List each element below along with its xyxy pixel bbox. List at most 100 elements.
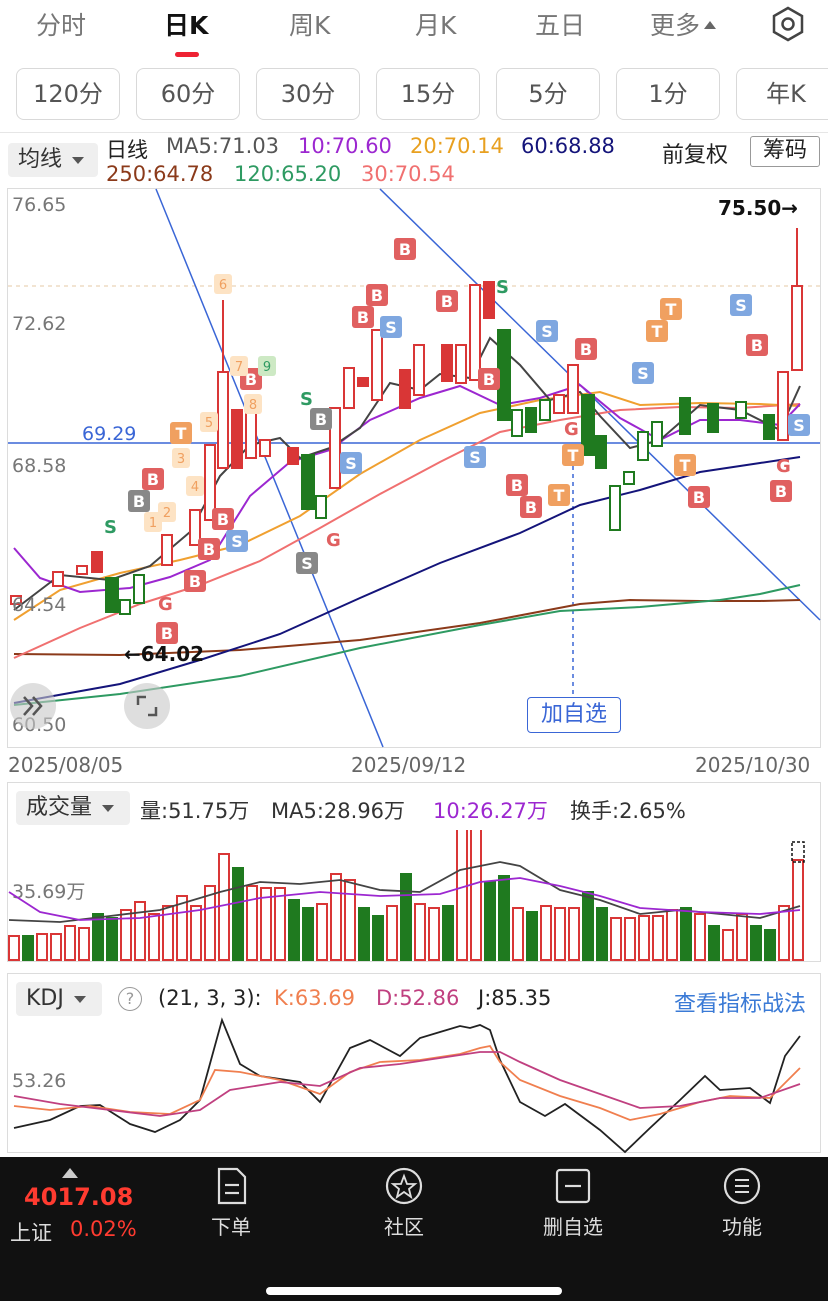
price-chart-frame[interactable] bbox=[7, 188, 821, 748]
volume-ma10: 10:26.27万 bbox=[433, 799, 548, 823]
ma-dropdown[interactable]: 均线 bbox=[8, 143, 98, 177]
chip-5min[interactable]: 5分 bbox=[496, 68, 600, 120]
double-chevron-icon bbox=[23, 696, 43, 716]
index-name: 上证 bbox=[10, 1221, 52, 1245]
svg-text:S: S bbox=[541, 322, 553, 341]
kdj-d-value: D:52.86 bbox=[376, 986, 460, 1010]
chip-1min[interactable]: 1分 bbox=[616, 68, 720, 120]
buy-badge bbox=[394, 238, 416, 260]
community-star-icon bbox=[385, 1167, 423, 1205]
date-mid: 2025/09/12 bbox=[351, 753, 467, 777]
price-axis-mid2: 68.58 bbox=[12, 455, 67, 477]
trend-line-2 bbox=[379, 188, 821, 621]
t-badge bbox=[646, 320, 668, 342]
chevron-down-icon bbox=[72, 156, 85, 164]
price-axis-low: 64.54 bbox=[12, 594, 67, 616]
sell-badge bbox=[730, 294, 752, 316]
volume-ma5: MA5:28.96万 bbox=[271, 799, 406, 823]
caret-up-icon bbox=[704, 21, 717, 29]
price-chart: B B B S B B S B S B B T T S T T S B T B … bbox=[8, 188, 821, 748]
svg-text:B: B bbox=[133, 492, 145, 511]
order-doc-icon bbox=[217, 1167, 247, 1205]
tab-weekly-k[interactable]: 周K bbox=[289, 11, 331, 40]
nav-functions-label: 功能 bbox=[722, 1215, 762, 1239]
tab-daily-k[interactable]: 日K bbox=[164, 11, 209, 40]
svg-text:B: B bbox=[751, 336, 763, 355]
candles bbox=[10, 228, 803, 615]
indicator-strategy-link[interactable]: 查看指标战法 bbox=[674, 992, 807, 1017]
t-badge bbox=[548, 484, 570, 506]
s-badge-gray bbox=[296, 552, 318, 574]
svg-text:S: S bbox=[793, 416, 805, 435]
tab-five-day[interactable]: 五日 bbox=[535, 11, 586, 40]
volume-dropdown-label: 成交量 bbox=[26, 795, 93, 820]
buy-badge bbox=[142, 468, 164, 490]
nav-place-order[interactable]: 下单 bbox=[176, 1167, 286, 1240]
fullscreen-icon bbox=[136, 695, 158, 717]
tab-monthly-k[interactable]: 月K bbox=[415, 11, 457, 40]
chip-distribution-button[interactable]: 筹码 bbox=[750, 136, 820, 167]
svg-text:G: G bbox=[564, 419, 579, 440]
support-line-label: 69.29 bbox=[82, 423, 137, 445]
chip-15min[interactable]: 15分 bbox=[376, 68, 480, 120]
svg-text:S: S bbox=[300, 389, 313, 410]
svg-text:B: B bbox=[147, 470, 159, 489]
svg-text:S: S bbox=[301, 554, 313, 573]
settings-icon[interactable] bbox=[768, 4, 808, 44]
svg-text:T: T bbox=[680, 456, 691, 475]
chip-yearly-k[interactable]: 年K bbox=[736, 68, 828, 120]
kdj-chart-frame[interactable] bbox=[7, 973, 821, 1153]
count-badges: 6 7 8 9 5 4 3 2 1 bbox=[144, 274, 276, 532]
high-price-marker: 75.50→ bbox=[718, 196, 799, 220]
chevron-down-icon bbox=[73, 995, 86, 1003]
kdj-axis-label: 53.26 bbox=[12, 1070, 67, 1092]
kdj-j-line bbox=[13, 1017, 801, 1154]
turnover-rate: 换手:2.65% bbox=[570, 799, 686, 823]
active-tab-indicator bbox=[175, 52, 199, 57]
svg-text:T: T bbox=[652, 322, 663, 341]
fullscreen-button[interactable] bbox=[124, 683, 170, 729]
kdj-chart bbox=[13, 1017, 801, 1154]
nav-functions[interactable]: 功能 bbox=[687, 1167, 797, 1240]
add-watchlist-button[interactable]: 加自选 bbox=[527, 697, 621, 733]
svg-text:6: 6 bbox=[219, 278, 227, 293]
kdj-dropdown-label: KDJ bbox=[26, 986, 64, 1011]
svg-text:B: B bbox=[525, 498, 537, 517]
svg-text:3: 3 bbox=[177, 452, 185, 467]
svg-text:7: 7 bbox=[235, 360, 243, 375]
tab-more[interactable]: 更多 bbox=[650, 6, 717, 42]
nav-remove-watchlist[interactable]: 删自选 bbox=[518, 1167, 628, 1240]
svg-text:B: B bbox=[693, 488, 705, 507]
letter-signals: S S S G G G G bbox=[104, 277, 791, 615]
b-badge-gray bbox=[310, 408, 332, 430]
buy-badge bbox=[478, 368, 500, 390]
ma60-value: 60:68.88 bbox=[521, 134, 615, 158]
buy-badge bbox=[184, 570, 206, 592]
kdj-j-value: J:85.35 bbox=[478, 986, 552, 1010]
buy-badge bbox=[746, 334, 768, 356]
svg-text:S: S bbox=[637, 364, 649, 383]
chip-30min[interactable]: 30分 bbox=[256, 68, 360, 120]
chip-120min[interactable]: 120分 bbox=[16, 68, 120, 120]
signal-badges: B B B S B B S B S B B T T S T T S B T B … bbox=[128, 238, 810, 644]
tab-intraday[interactable]: 分时 bbox=[36, 11, 87, 40]
nav-remove-watchlist-label: 删自选 bbox=[543, 1215, 603, 1239]
volume-ma10-line bbox=[8, 877, 801, 921]
index-value[interactable]: 4017.08 bbox=[24, 1183, 134, 1211]
svg-text:B: B bbox=[217, 510, 229, 529]
svg-text:B: B bbox=[203, 540, 215, 559]
ma120-value: 120:65.20 bbox=[234, 162, 342, 186]
svg-text:S: S bbox=[735, 296, 747, 315]
kdj-k-value: K:63.69 bbox=[274, 986, 355, 1010]
kdj-dropdown[interactable]: KDJ bbox=[16, 982, 102, 1016]
adjust-mode[interactable]: 前复权 bbox=[662, 143, 729, 168]
volume-dropdown[interactable]: 成交量 bbox=[16, 791, 130, 825]
nav-community[interactable]: 社区 bbox=[349, 1167, 459, 1240]
volume-chart-frame[interactable] bbox=[7, 782, 821, 962]
ma5-value: MA5:71.03 bbox=[166, 134, 280, 158]
chip-60min[interactable]: 60分 bbox=[136, 68, 240, 120]
buy-badge bbox=[366, 284, 388, 306]
svg-text:2: 2 bbox=[163, 506, 171, 521]
help-icon[interactable]: ? bbox=[118, 987, 142, 1011]
expand-left-button[interactable] bbox=[10, 683, 56, 729]
